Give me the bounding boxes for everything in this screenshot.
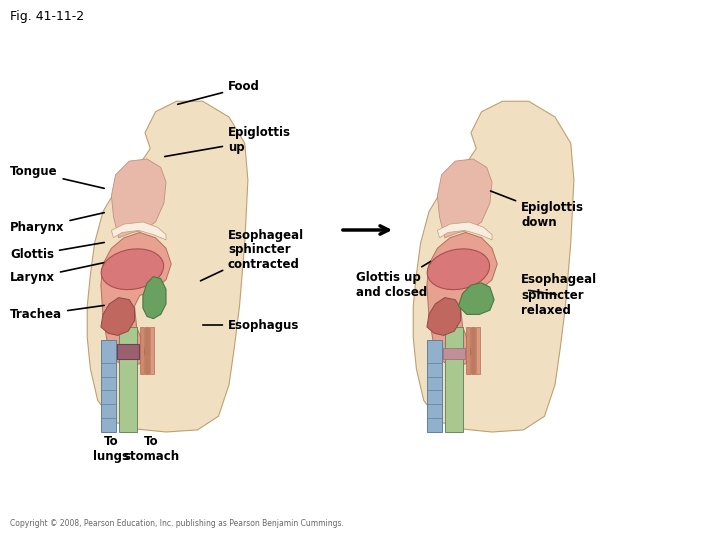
- Polygon shape: [112, 222, 166, 240]
- Bar: [101, 340, 116, 432]
- Text: Copyright © 2008, Pearson Education, Inc. publishing as Pearson Benjamin Cumming: Copyright © 2008, Pearson Education, Inc…: [10, 519, 344, 528]
- Text: Larynx: Larynx: [10, 262, 104, 285]
- Bar: [471, 327, 475, 374]
- Text: Esophagus: Esophagus: [203, 319, 300, 332]
- Bar: [140, 327, 144, 374]
- Polygon shape: [413, 102, 574, 432]
- Bar: [443, 348, 464, 359]
- Text: Esophageal
sphincter
contracted: Esophageal sphincter contracted: [200, 228, 304, 281]
- Text: Glottis: Glottis: [10, 242, 104, 261]
- Polygon shape: [459, 283, 494, 314]
- Text: Glottis up
and closed: Glottis up and closed: [356, 261, 431, 299]
- Polygon shape: [427, 298, 461, 335]
- Text: Epiglottis
down: Epiglottis down: [490, 191, 584, 229]
- Bar: [445, 327, 463, 432]
- Text: Fig. 41-11-2: Fig. 41-11-2: [10, 10, 84, 23]
- Polygon shape: [438, 159, 492, 238]
- Bar: [476, 327, 480, 374]
- Bar: [466, 327, 470, 374]
- Text: Pharynx: Pharynx: [10, 213, 104, 234]
- Bar: [117, 344, 139, 359]
- Polygon shape: [101, 298, 135, 335]
- Polygon shape: [427, 233, 498, 367]
- Ellipse shape: [427, 249, 490, 289]
- Text: Food: Food: [178, 80, 260, 104]
- Text: Tongue: Tongue: [10, 165, 104, 188]
- Polygon shape: [143, 276, 166, 319]
- Bar: [145, 327, 149, 374]
- Text: To
lungs: To lungs: [93, 435, 129, 463]
- Text: Trachea: Trachea: [10, 306, 104, 321]
- Bar: [119, 327, 137, 432]
- Bar: [427, 340, 441, 432]
- Polygon shape: [87, 102, 248, 432]
- Polygon shape: [112, 159, 166, 238]
- Polygon shape: [438, 222, 492, 240]
- Text: To
stomach: To stomach: [123, 435, 179, 463]
- Ellipse shape: [102, 249, 163, 289]
- Polygon shape: [101, 233, 171, 367]
- Bar: [150, 327, 155, 374]
- Text: Esophageal
sphincter
relaxed: Esophageal sphincter relaxed: [521, 273, 597, 316]
- Text: Epiglottis
up: Epiglottis up: [165, 126, 291, 157]
